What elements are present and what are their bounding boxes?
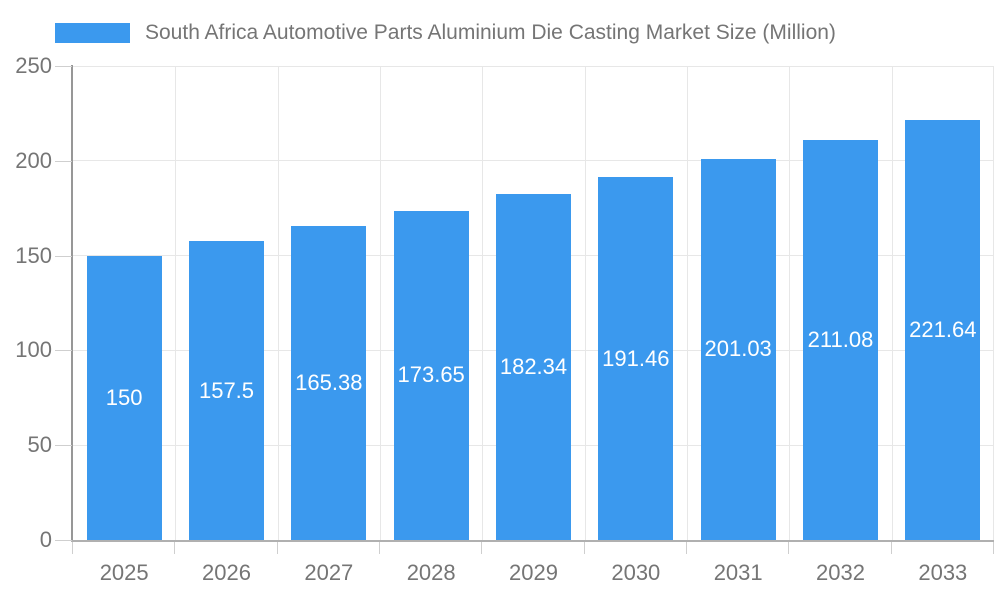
y-axis-label: 50 — [27, 432, 52, 458]
y-axis-label: 100 — [15, 337, 52, 363]
bar-2028[interactable]: 173.65 — [393, 210, 469, 540]
v-gridline — [993, 66, 994, 540]
v-gridline — [482, 66, 484, 540]
legend-swatch-icon — [55, 23, 130, 43]
x-axis-tick — [993, 542, 994, 554]
legend-item[interactable]: South Africa Automotive Parts Aluminium … — [55, 21, 836, 44]
y-axis-tick — [55, 160, 72, 162]
bar-2033[interactable]: 221.64 — [905, 119, 981, 540]
y-axis-tick — [55, 350, 72, 352]
x-axis-tick — [686, 542, 687, 554]
y-axis-tick — [55, 66, 72, 67]
y-axis-label: 0 — [39, 527, 52, 552]
bar-2030[interactable]: 191.46 — [598, 177, 674, 540]
v-gridline — [380, 66, 381, 540]
v-gridline — [584, 66, 586, 540]
x-axis-label: 2033 — [918, 560, 968, 585]
x-axis-label: 2030 — [611, 560, 661, 585]
x-axis-label: 2026 — [202, 560, 251, 585]
bar-2025[interactable]: 150 — [86, 255, 162, 540]
x-axis-labels: 2025 2026 2027 2028 2029 2030 2031 2032 2033 — [73, 559, 994, 587]
plot-area: 150 157.5 165.38 173.65 182.34 191.46 201.03 21… — [73, 65, 994, 540]
x-axis-line — [71, 540, 994, 542]
bar-value-label: 173.65 — [397, 362, 465, 388]
x-axis-tick — [788, 542, 790, 554]
x-axis-label: 2029 — [509, 560, 558, 585]
bar-value-label: 157.5 — [198, 377, 255, 403]
y-axis-tick — [55, 540, 72, 541]
x-axis-tick — [890, 542, 892, 554]
y-axis-label: 150 — [15, 242, 52, 268]
x-axis-tick — [276, 542, 278, 554]
h-gridline — [73, 65, 994, 67]
x-axis-label: 2032 — [816, 560, 865, 585]
v-gridline — [891, 66, 893, 540]
x-axis-tick — [481, 542, 483, 554]
bar-value-label: 191.46 — [602, 345, 670, 371]
x-axis-tick — [174, 542, 176, 554]
bar-2027[interactable]: 165.38 — [291, 226, 367, 540]
x-axis-label: 2025 — [99, 560, 149, 585]
bar-value-label: 182.34 — [499, 354, 568, 380]
bar-value-label: 150 — [105, 384, 143, 410]
v-gridline — [175, 66, 177, 540]
bar-value-label: 221.64 — [909, 316, 977, 342]
y-axis-tick — [55, 255, 72, 257]
x-axis-tick — [72, 542, 73, 554]
bar-value-label: 201.03 — [704, 336, 772, 362]
v-gridline — [277, 66, 279, 540]
y-axis-label: 250 — [15, 53, 52, 78]
x-axis-label: 2028 — [406, 560, 456, 585]
x-axis-tick — [379, 542, 380, 554]
x-axis-tick — [583, 542, 585, 554]
bar-2031[interactable]: 201.03 — [700, 158, 776, 540]
v-gridline — [789, 66, 791, 540]
bar-value-label: 211.08 — [807, 326, 874, 352]
h-gridline — [73, 160, 994, 162]
bar-2029[interactable]: 182.34 — [496, 194, 571, 540]
x-axis-label: 2031 — [713, 560, 763, 585]
bar-2032[interactable]: 211.08 — [803, 139, 878, 540]
legend-label: South Africa Automotive Parts Aluminium … — [145, 21, 836, 44]
v-gridline — [687, 66, 688, 540]
y-axis-line — [71, 65, 73, 542]
y-axis-label: 200 — [15, 147, 52, 173]
bar-value-label: 165.38 — [295, 370, 363, 396]
bar-2026[interactable]: 157.5 — [189, 241, 264, 540]
x-axis-label: 2027 — [304, 560, 354, 585]
y-axis-tick — [55, 445, 72, 447]
